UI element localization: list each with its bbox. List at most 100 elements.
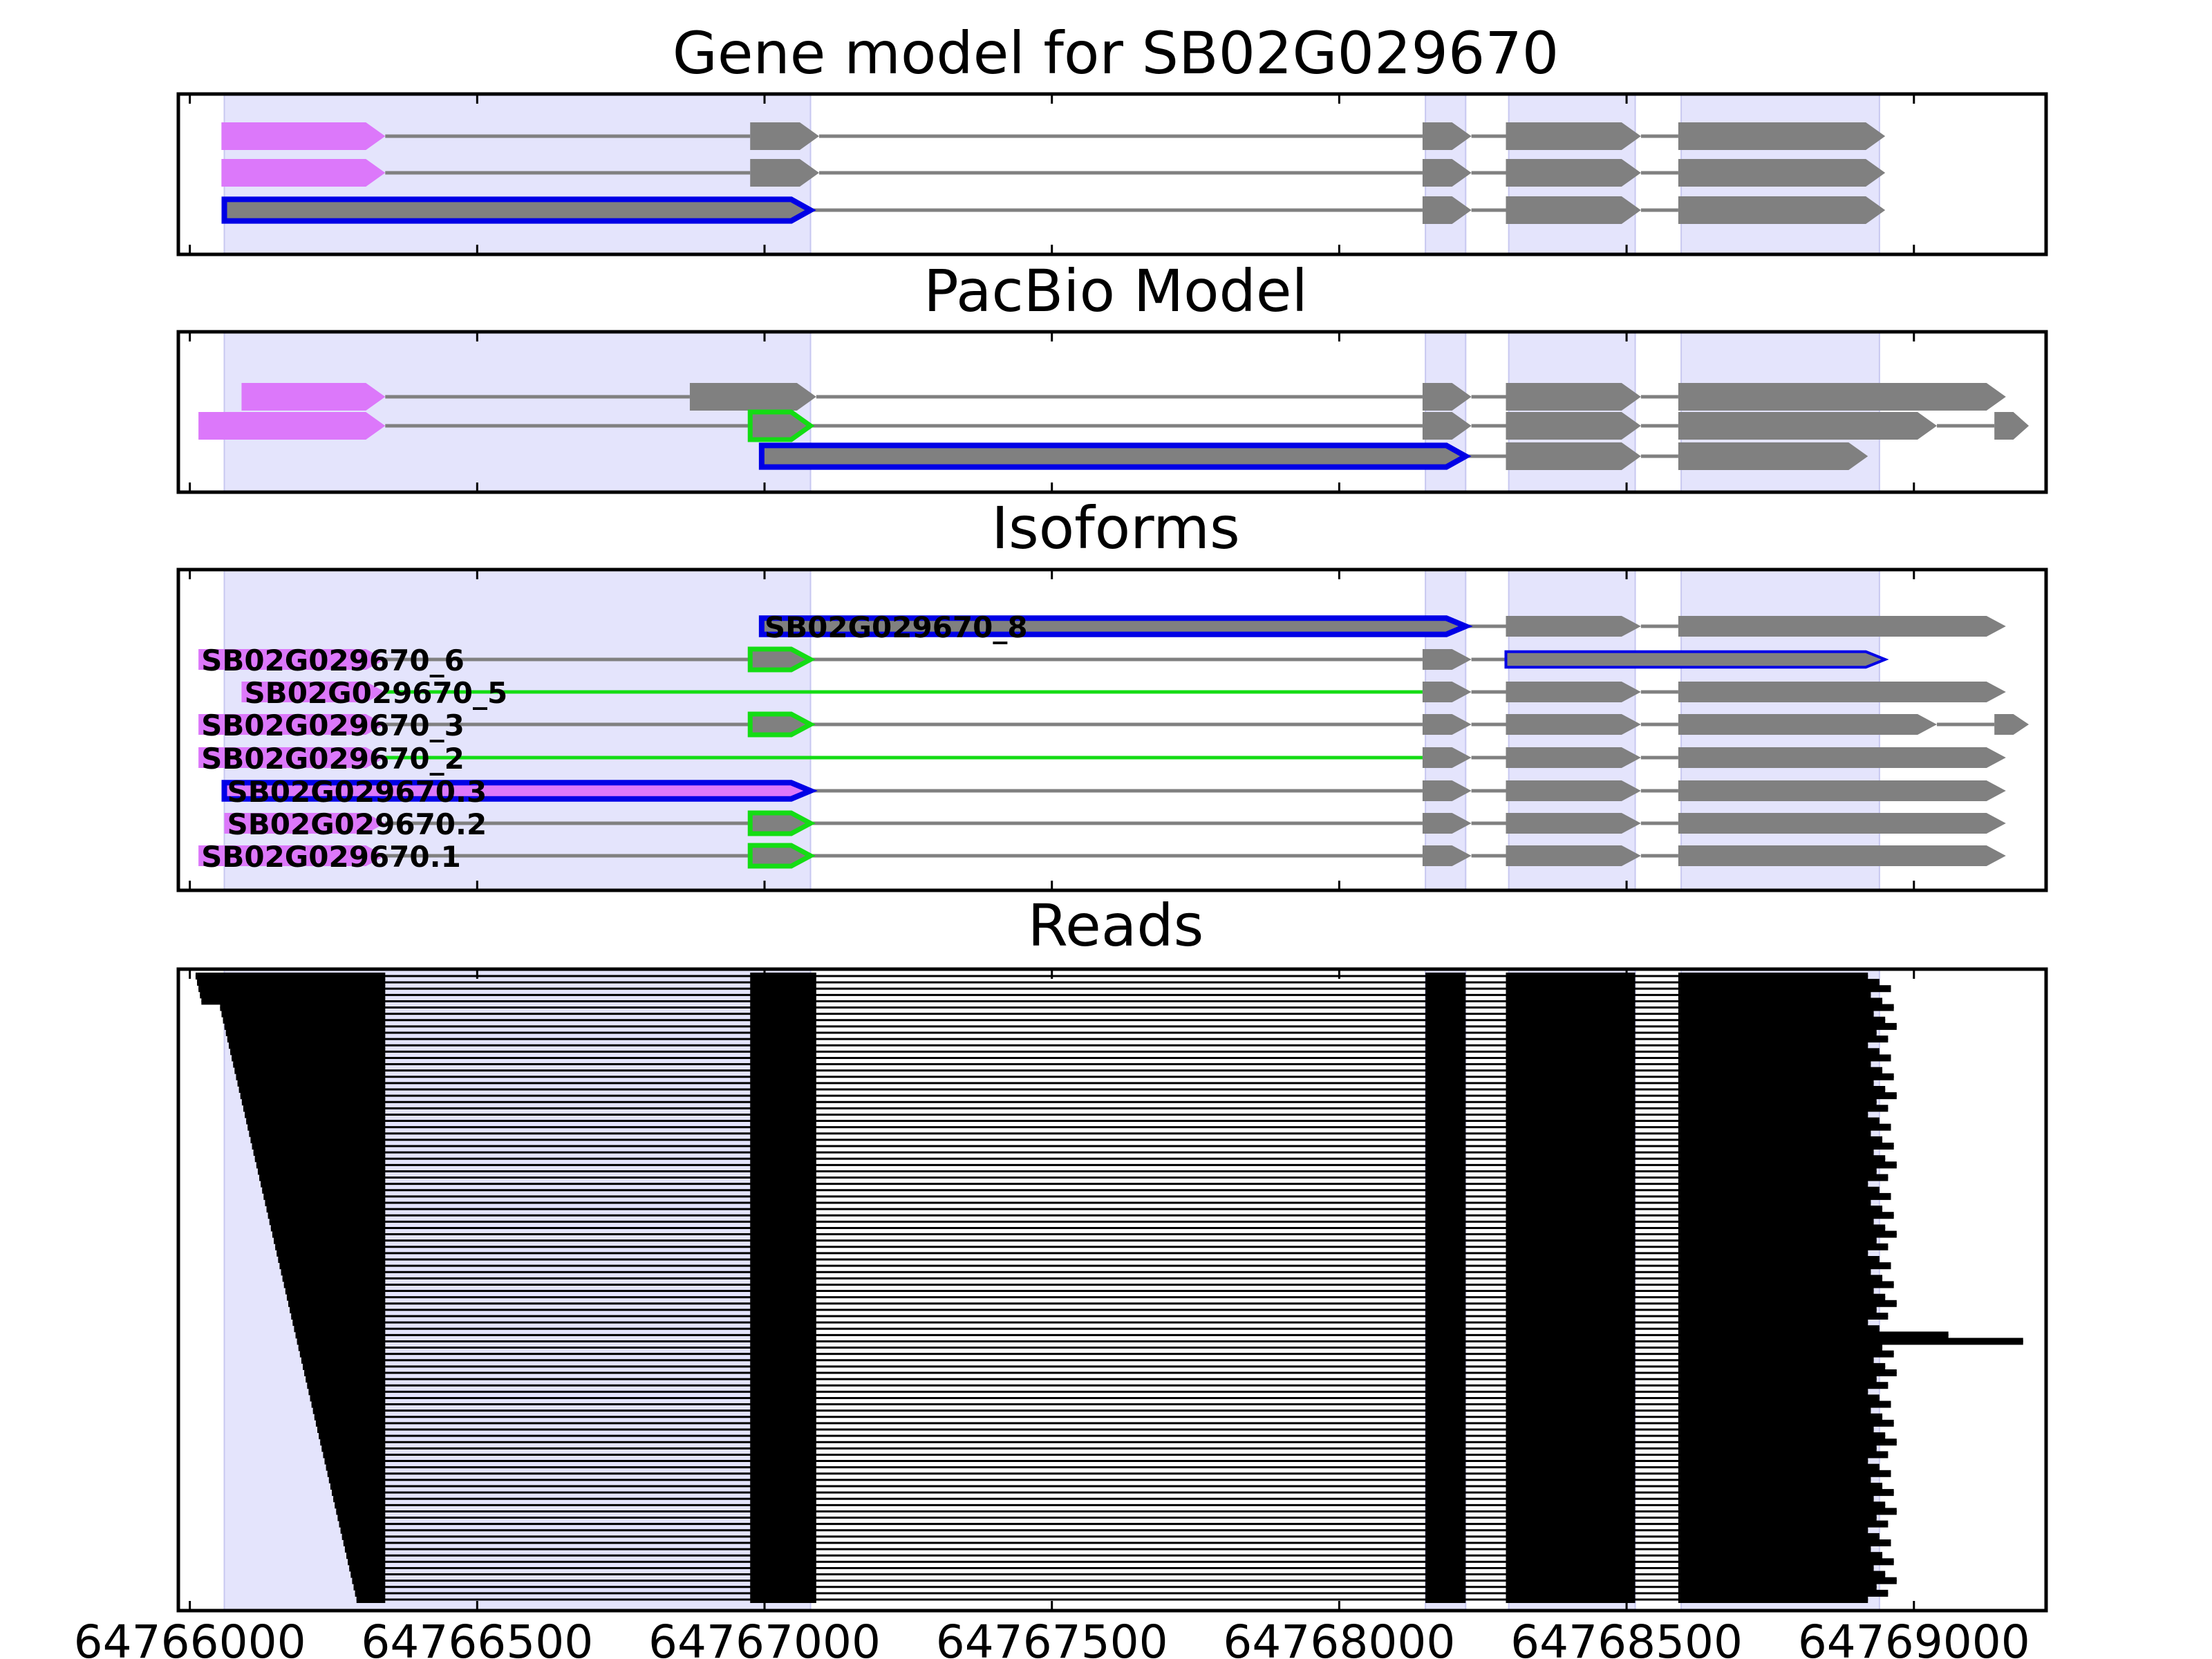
read-exon-block — [225, 1029, 386, 1036]
read-exon-block — [1678, 1508, 1897, 1515]
read-exon-block — [1678, 1249, 1868, 1257]
exon-arrow — [1994, 412, 2030, 440]
novel-exon-arrow — [747, 810, 816, 836]
read-exon-block — [1678, 1583, 1877, 1591]
read-exon-block — [234, 1067, 386, 1074]
read-exon-block — [281, 1268, 386, 1276]
novel-exon-arrow — [747, 711, 816, 738]
read-exon-column — [1506, 973, 1635, 1603]
utr-exon-arrow — [221, 122, 386, 150]
read-exon-block — [1678, 1130, 1871, 1137]
read-exon-block — [1678, 1230, 1897, 1238]
read-exon-block — [1678, 1293, 1886, 1301]
read-exon-block — [1678, 1111, 1868, 1118]
read-exon-block — [330, 1483, 386, 1490]
read-exon-block — [312, 1407, 386, 1414]
read-exon-block — [1678, 1206, 1883, 1213]
read-exon-block — [1678, 1149, 1874, 1156]
panel-title: Gene model for SB02G029670 — [673, 19, 1559, 87]
panel-3: IsoformsSB02G029670_8SB02G029670_6SB02G0… — [176, 494, 2048, 892]
read-exon-block — [343, 1539, 386, 1546]
read-exon-block — [269, 1218, 386, 1226]
read-exon-block — [1678, 1419, 1894, 1427]
read-exon-block — [333, 1495, 386, 1503]
read-exon-block — [1678, 1571, 1886, 1578]
panel-4: Reads 64766000 64766500 64767000 64767500 647… — [74, 892, 2048, 1659]
exon-arrow — [1422, 196, 1472, 224]
exon-arrow — [1506, 442, 1641, 470]
exon-arrow — [1678, 747, 2006, 768]
read-exon-block — [1678, 1275, 1883, 1282]
read-exon-block — [356, 1596, 386, 1603]
read-exon-block — [237, 1079, 386, 1087]
read-exon-block — [1678, 1161, 1897, 1169]
exon-arrow — [1994, 714, 2030, 735]
read-exon-block — [259, 1174, 386, 1181]
exon-arrow — [1506, 845, 1641, 866]
read-exon-block — [1678, 1035, 1888, 1043]
read-exon-block — [1678, 1186, 1880, 1194]
read-exon-block — [286, 1293, 386, 1301]
transcript-track — [198, 409, 2030, 442]
x-tick-label: 64769000 — [1798, 1615, 2030, 1659]
isoform-label: SB02G029670.3 — [227, 775, 487, 809]
read-exon-block — [340, 1526, 386, 1534]
read-exon-block — [1678, 1476, 1871, 1483]
read-exon-block — [1678, 1577, 1897, 1584]
read-exon-block — [240, 1092, 386, 1100]
read-exon-block — [299, 1350, 386, 1358]
reads-track — [195, 973, 2023, 1603]
read-exon-block — [1678, 1155, 1886, 1163]
transcript-track: SB02G029670_2 — [198, 742, 2006, 776]
read-exon-block — [336, 1508, 386, 1515]
read-exon-block — [314, 1413, 386, 1421]
read-exon-block — [278, 1256, 386, 1263]
read-exon-block — [1678, 1067, 1883, 1074]
read-exon-block — [256, 1161, 386, 1169]
exon-arrow — [1506, 159, 1641, 187]
read-exon-block — [245, 1111, 386, 1118]
read-exon-block — [263, 1192, 386, 1200]
read-exon-block — [301, 1356, 386, 1364]
read-exon-block — [200, 991, 386, 999]
utr-exon-arrow — [198, 649, 386, 670]
read-exon-block — [279, 1262, 386, 1270]
read-exon-block — [1678, 1400, 1891, 1408]
exon-arrow — [1678, 682, 2006, 702]
read-exon-block — [339, 1520, 386, 1528]
novel-exon-arrow — [747, 409, 815, 442]
x-tick-label: 64768000 — [1223, 1615, 1455, 1659]
x-tick-label: 64766500 — [361, 1615, 593, 1659]
isoform-label: SB02G029670_2 — [201, 742, 465, 776]
read-exon-block — [283, 1281, 386, 1288]
read-exon-block — [1678, 1558, 1894, 1566]
read-exon-block — [1678, 1362, 1886, 1370]
transcript-track: SB02G029670_3 — [198, 709, 2030, 742]
read-exon-block — [306, 1376, 386, 1383]
read-exon-block — [1678, 1483, 1883, 1490]
read-exon-block — [227, 1035, 386, 1043]
read-exon-block — [250, 1136, 386, 1143]
read-exon-block — [1678, 1413, 1883, 1421]
read-exon-block — [1678, 1268, 1871, 1276]
exon-arrow — [1422, 122, 1472, 150]
read-exon-block — [1678, 1319, 1868, 1327]
read-exon-block — [1678, 1546, 1871, 1553]
read-exon-block — [243, 1105, 386, 1112]
read-exon-block — [1678, 1054, 1891, 1062]
read-exon-block — [1678, 1526, 1868, 1534]
read-exon-block — [1678, 979, 1880, 986]
isoform-label: SB02G029670_8 — [765, 610, 1028, 644]
read-exon-block — [1678, 1300, 1897, 1307]
read-exon-block — [1678, 1338, 2023, 1345]
x-tick-label: 64767500 — [936, 1615, 1168, 1659]
read-exon-block — [1678, 1281, 1894, 1288]
utr-exon-arrow — [221, 159, 386, 187]
read-exon-block — [1678, 1004, 1894, 1011]
read-exon-block — [1678, 1048, 1880, 1056]
read-exon-block — [238, 1086, 386, 1093]
read-exon-block — [1678, 1092, 1897, 1100]
utr-exon-arrow — [198, 747, 386, 768]
highlighted-exon-arrow — [758, 615, 1473, 637]
